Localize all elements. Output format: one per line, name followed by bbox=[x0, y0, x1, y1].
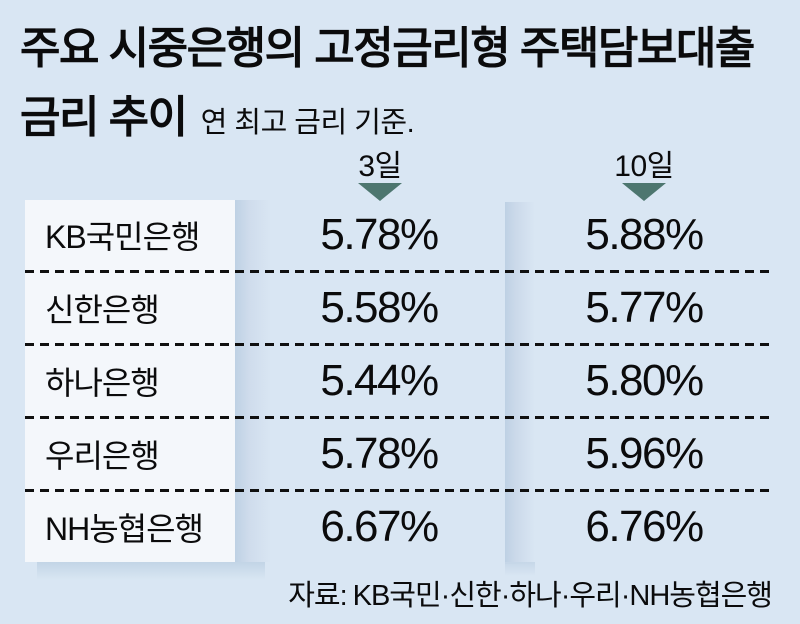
bank-name: 신한은행 bbox=[45, 292, 160, 328]
rate-day3: 5.78% bbox=[320, 210, 439, 259]
rate-day10: 5.80% bbox=[585, 356, 704, 405]
rate-table: KB국민은행 5.78% 5.88% 신한은행 5.58% 5.77% 하나은행… bbox=[25, 200, 772, 580]
bank-name: 하나은행 bbox=[45, 365, 160, 401]
rate-day10: 5.88% bbox=[585, 210, 704, 259]
row-separator bbox=[25, 270, 772, 273]
page-title-line2: 금리 추이 연 최고 금리 기준. bbox=[20, 81, 790, 145]
rate-day3: 6.67% bbox=[320, 502, 439, 551]
bank-name: 우리은행 bbox=[45, 438, 160, 474]
table-row: NH농협은행 6.67% 6.76% bbox=[25, 492, 772, 562]
rate-day10: 5.77% bbox=[585, 283, 704, 332]
title-block: 주요 시중은행의 고정금리형 주택담보대출 금리 추이 연 최고 금리 기준. bbox=[20, 24, 790, 145]
bank-name: NH농협은행 bbox=[45, 511, 204, 547]
rate-day3: 5.58% bbox=[320, 283, 439, 332]
bank-column-panel bbox=[25, 200, 235, 562]
page-title-line1: 주요 시중은행의 고정금리형 주택담보대출 bbox=[20, 24, 755, 73]
panel-shadow-bottom bbox=[37, 562, 265, 580]
table-row: 우리은행 5.78% 5.96% bbox=[25, 419, 772, 489]
page-subtitle: 연 최고 금리 기준. bbox=[200, 107, 415, 140]
page-title-line2-bold: 금리 추이 bbox=[20, 93, 188, 143]
panel-shadow-right bbox=[235, 200, 271, 562]
table-row: KB국민은행 5.78% 5.88% bbox=[25, 200, 772, 270]
rate-day3: 5.44% bbox=[320, 356, 439, 405]
bank-name: KB국민은행 bbox=[45, 219, 200, 255]
rate-day10: 6.76% bbox=[585, 502, 704, 551]
arrow-down-icon bbox=[622, 183, 666, 201]
rate-day3: 5.78% bbox=[320, 429, 439, 478]
row-separator bbox=[25, 343, 772, 346]
source-line: 자료: KB국민·신한·하나·우리·NH농협은행 bbox=[288, 572, 773, 614]
row-separator bbox=[25, 489, 772, 492]
column-header-day10: 10일 bbox=[614, 150, 674, 183]
column-header-day3: 3일 bbox=[358, 150, 402, 183]
source-label: 자료: bbox=[288, 580, 347, 612]
table-row: 하나은행 5.44% 5.80% bbox=[25, 346, 772, 416]
arrow-down-icon bbox=[358, 183, 402, 201]
row-separator bbox=[25, 416, 772, 419]
column-divider-bar bbox=[505, 202, 535, 564]
table-row: 신한은행 5.58% 5.77% bbox=[25, 273, 772, 343]
rate-day10: 5.96% bbox=[585, 429, 704, 478]
source-text: KB국민·신한·하나·우리·NH농협은행 bbox=[352, 580, 773, 612]
table-rows: KB국민은행 5.78% 5.88% 신한은행 5.58% 5.77% 하나은행… bbox=[25, 200, 772, 562]
column-divider-bar-shadow bbox=[505, 562, 535, 576]
